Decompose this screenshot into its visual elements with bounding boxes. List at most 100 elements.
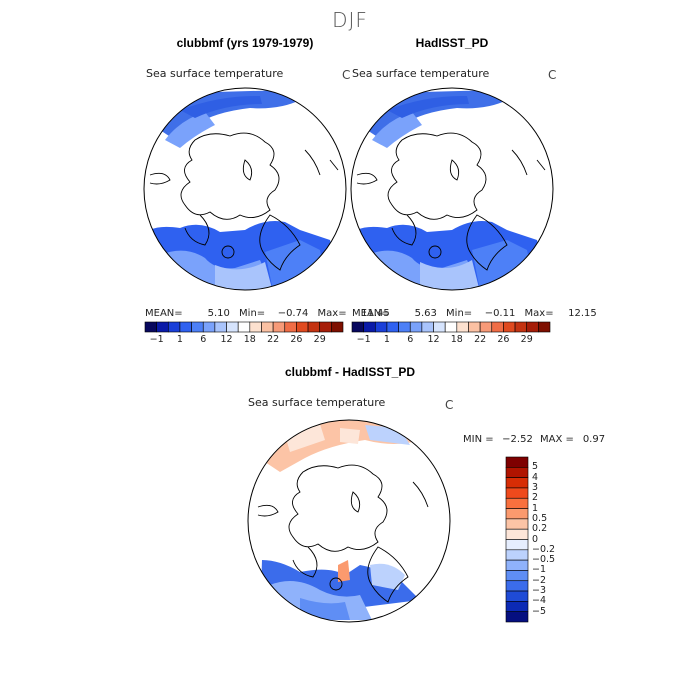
diff-colorbar-tick-label: −2 (532, 574, 547, 586)
diff-colorbar-tick-label: −5 (532, 605, 547, 617)
right-colorbar-tick-label: 12 (427, 334, 440, 345)
left-colorbar-swatch (179, 321, 192, 333)
diff-colorbar-tick-label: 3 (532, 481, 539, 493)
diff-colorbar-swatch (505, 570, 529, 582)
diff-stats: MIN = −2.52 MAX = 0.97 (463, 434, 605, 445)
left-colorbar-tick-label: 29 (313, 334, 326, 345)
right-colorbar-tick-label: 26 (497, 334, 510, 345)
left-polar-map (143, 87, 347, 291)
right-colorbar-tick-label: 29 (520, 334, 533, 345)
diff-max-label: MAX = (540, 434, 574, 445)
diff-panel-title: clubbmf - HadISST_PD (284, 365, 415, 379)
right-colorbar-swatch (433, 321, 446, 333)
diff-colorbar-swatch (505, 559, 529, 571)
left-colorbar-swatch (202, 321, 216, 333)
left-colorbar-tick-label: 1 (176, 334, 183, 345)
left-min-value: −0.74 (277, 308, 309, 319)
left-colorbar-tick-label: 18 (243, 334, 256, 345)
left-panel-title: clubbmf (yrs 1979-1979) (176, 36, 314, 50)
diff-colorbar-swatch (505, 580, 529, 592)
right-colorbar-tick-label: 18 (450, 334, 463, 345)
left-colorbar-swatch (167, 321, 181, 333)
left-colorbar-swatch (191, 321, 204, 333)
left-colorbar-swatch (214, 321, 227, 333)
right-min-label: Min= (446, 308, 473, 319)
right-variable-label: Sea surface temperature (352, 67, 490, 80)
left-colorbar-swatch (307, 321, 321, 333)
left-colorbar-swatch (249, 321, 262, 333)
diff-min-label: MIN = (463, 434, 494, 445)
right-colorbar-swatch (444, 321, 458, 333)
left-coastlines (149, 132, 339, 271)
left-stats: MEAN= 5.10 Min= −0.74 Max= 11.45 (145, 308, 390, 319)
left-colorbar-tick-label: 6 (200, 334, 207, 345)
right-colorbar-swatch (386, 321, 399, 333)
diff-colorbar (505, 456, 529, 623)
right-units-label: C (548, 68, 557, 82)
right-colorbar-swatch (421, 321, 434, 333)
left-colorbar (144, 321, 344, 333)
left-mean-value: 5.10 (207, 308, 230, 319)
diff-colorbar-swatch (505, 508, 529, 520)
right-colorbar-swatch (468, 321, 481, 333)
diff-coastlines (257, 464, 429, 603)
right-colorbar-swatch (456, 321, 469, 333)
right-panel-title: HadISST_PD (415, 36, 489, 50)
left-mean-label: MEAN= (145, 308, 183, 319)
diff-polar-map (247, 419, 451, 623)
diff-colorbar-tick-label: 1 (532, 502, 539, 514)
diff-colorbar-swatch (505, 456, 529, 468)
diff-colorbar-swatch (505, 467, 529, 478)
diff-colorbar-tick-label: 2 (532, 492, 539, 504)
right-colorbar-swatch (409, 321, 423, 333)
right-colorbar-swatch (538, 321, 551, 333)
right-colorbar-tick-label: 1 (383, 334, 390, 345)
left-units-label: C (342, 68, 351, 82)
season-title: DJF (332, 8, 368, 32)
diff-colorbar-swatch (505, 611, 529, 623)
right-min-value: −0.11 (484, 308, 516, 319)
right-mean-value: 5.63 (414, 308, 437, 319)
left-colorbar-swatch (237, 321, 251, 333)
left-colorbar-swatch (272, 321, 286, 333)
right-max-value: 12.15 (568, 308, 597, 319)
diff-colorbar-tick-label: 0.2 (532, 523, 548, 535)
right-colorbar (351, 321, 551, 333)
right-colorbar-swatch (398, 321, 411, 333)
left-colorbar-swatch (284, 321, 297, 333)
diff-colorbar-tick-label: 0 (532, 533, 539, 545)
diff-colorbar-tick-label: −0.5 (532, 554, 556, 566)
diff-colorbar-tick-label: −4 (532, 595, 547, 607)
right-colorbar-tick-label: −1 (356, 334, 371, 345)
left-colorbar-tick-label: 12 (220, 334, 233, 345)
right-colorbar-swatch (351, 321, 364, 333)
left-max-label: Max= (317, 308, 347, 319)
left-min-label: Min= (239, 308, 266, 319)
left-colorbar-tick-label: 26 (290, 334, 303, 345)
diff-colorbar-tick-label: 0.5 (532, 512, 548, 524)
diff-max-value: 0.97 (582, 434, 606, 445)
diff-units-label: C (445, 398, 454, 412)
left-colorbar-swatch (319, 321, 332, 333)
right-max-label: Max= (524, 308, 554, 319)
diff-colorbar-swatch (505, 497, 529, 509)
right-colorbar-tick-label: 22 (474, 334, 487, 345)
right-colorbar-tick-label: 6 (407, 334, 414, 345)
diff-colorbar-tick-label: −0.2 (532, 543, 556, 555)
left-variable-label: Sea surface temperature (146, 67, 284, 80)
right-colorbar-swatch (479, 321, 493, 333)
left-colorbar-tick-label: 22 (267, 334, 280, 345)
left-colorbar-tick-label: −1 (149, 334, 164, 345)
diff-colorbar-tick-label: 4 (532, 471, 539, 483)
right-mean-label: MEAN= (352, 308, 390, 319)
left-colorbar-swatch (296, 321, 309, 333)
diff-colorbar-swatch (505, 528, 529, 540)
left-colorbar-swatch (226, 321, 239, 333)
right-polar-map (350, 87, 554, 291)
diff-colorbar-tick-label: 5 (532, 461, 539, 473)
diff-min-value: −2.52 (502, 434, 533, 445)
left-max-value: 11.45 (361, 308, 390, 319)
right-colorbar-swatch (491, 321, 504, 333)
diff-colorbar-swatch (505, 601, 529, 612)
